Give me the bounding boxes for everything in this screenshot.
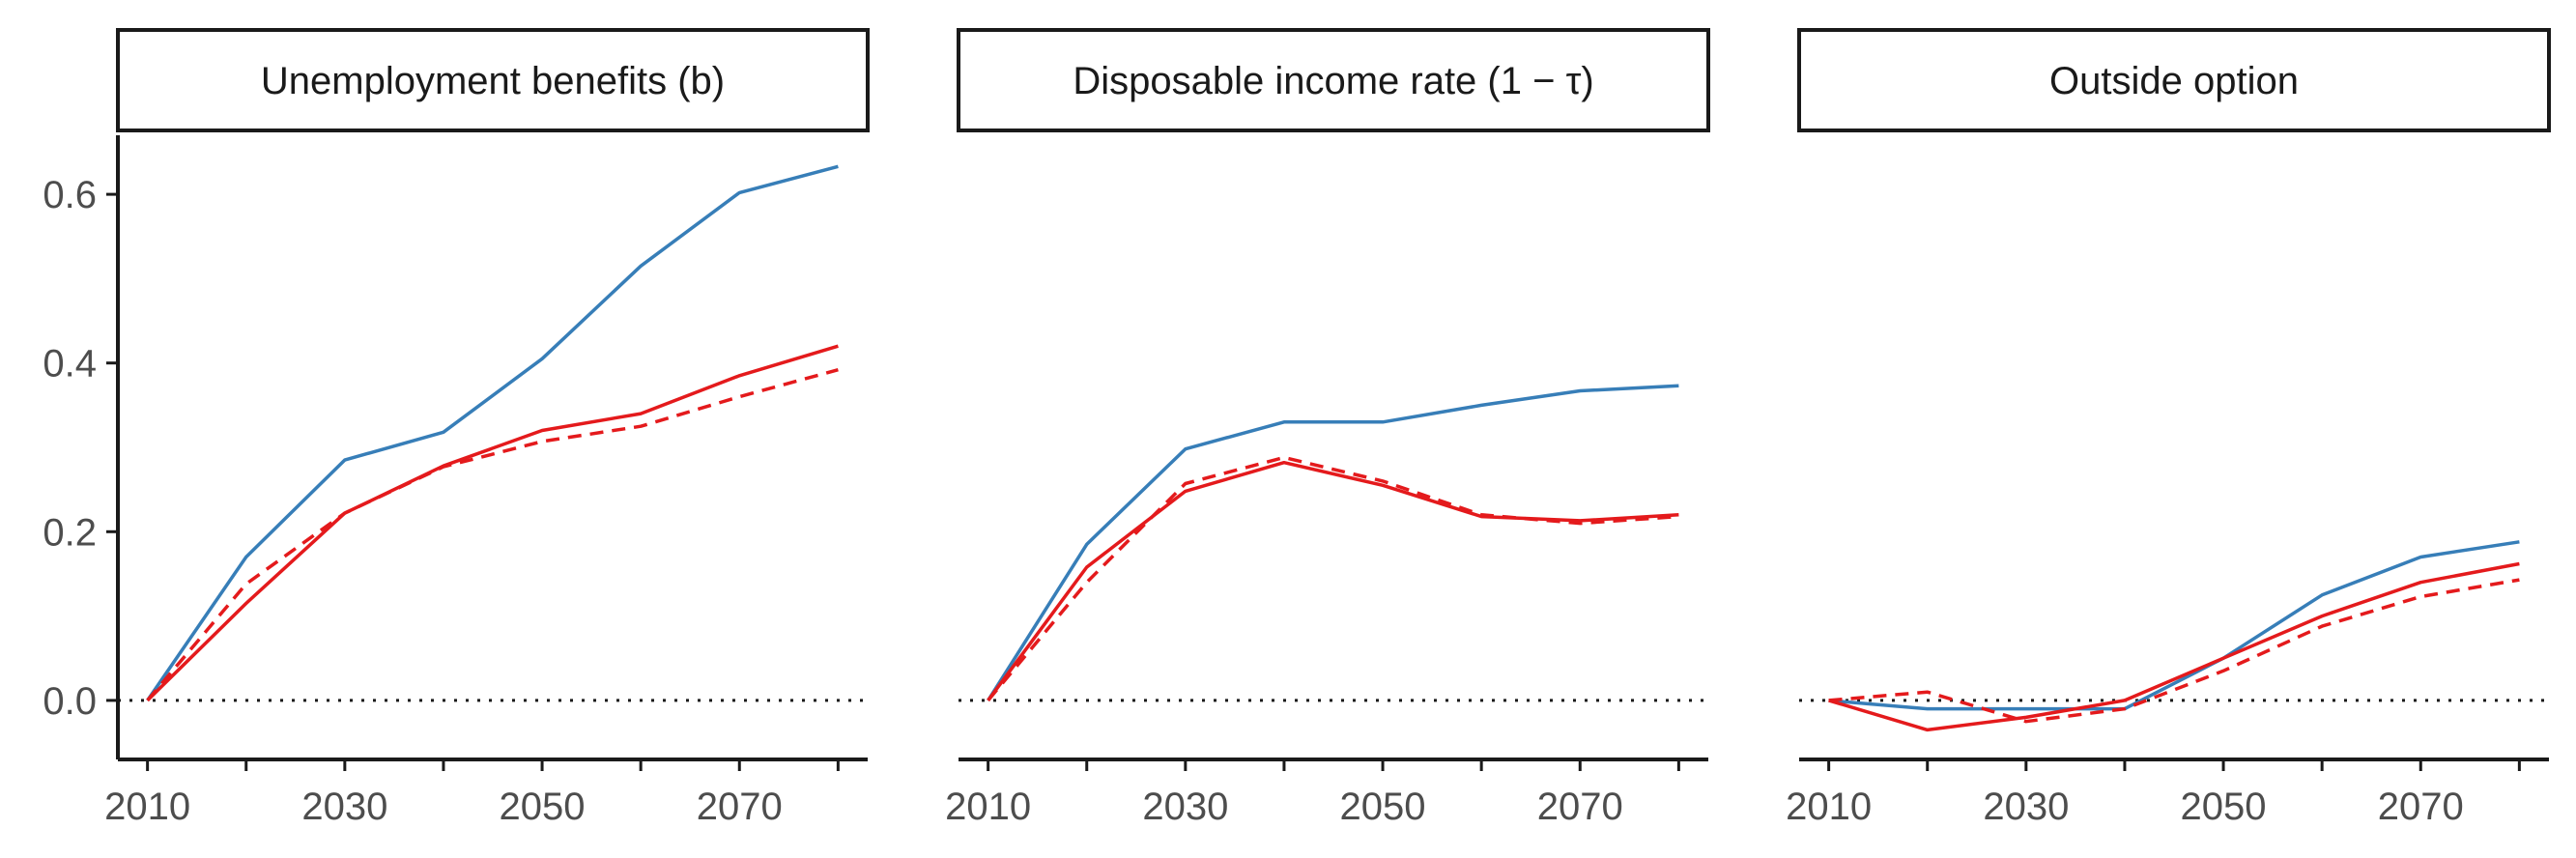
series-line-3 <box>987 455 1679 702</box>
panel-1: Unemployment benefits (b) 2010 2030 2050 207… <box>43 28 870 828</box>
x-tick-label: 2030 <box>1142 786 1228 828</box>
x-tick-label: 2010 <box>104 786 190 828</box>
series-line-1 <box>1828 540 2520 711</box>
facet-title: Unemployment benefits (b) <box>261 60 725 102</box>
series-line-2 <box>146 344 839 702</box>
facet-title: Outside option <box>2049 60 2299 102</box>
x-tick-label: 2030 <box>301 786 387 828</box>
series-line-2 <box>987 460 1679 701</box>
x-tick-label: 2030 <box>1983 786 2069 828</box>
x-tick-label: 2070 <box>697 786 783 828</box>
x-tick-label: 2070 <box>2378 786 2464 828</box>
series-line-3 <box>1828 578 2520 724</box>
facet-title: Disposable income rate (1 − τ) <box>1073 60 1593 102</box>
series-line-2 <box>1828 561 2520 732</box>
y-tick-label: 0.4 <box>43 343 97 386</box>
panel-2: Disposable income rate (1 − τ) 2010 2030 20… <box>945 28 1710 828</box>
x-tick-label: 2050 <box>2181 786 2267 828</box>
x-tick-label: 2070 <box>1537 786 1623 828</box>
facet-strip <box>957 28 1710 132</box>
y-tick-label: 0.6 <box>43 174 97 216</box>
facet-strip <box>116 28 870 132</box>
y-tick-label: 0.0 <box>43 680 97 723</box>
facet-strip <box>1797 28 2551 132</box>
x-tick-label: 2050 <box>500 786 586 828</box>
y-tick-label: 0.2 <box>43 511 97 554</box>
series-line-3 <box>146 368 839 702</box>
x-tick-label: 2010 <box>945 786 1031 828</box>
panel-3: Outside option 2010 2030 2050 2070 <box>1786 28 2551 828</box>
x-tick-label: 2010 <box>1786 786 1872 828</box>
x-tick-label: 2050 <box>1340 786 1426 828</box>
series-line-1 <box>987 384 1679 701</box>
series-line-1 <box>146 164 839 701</box>
